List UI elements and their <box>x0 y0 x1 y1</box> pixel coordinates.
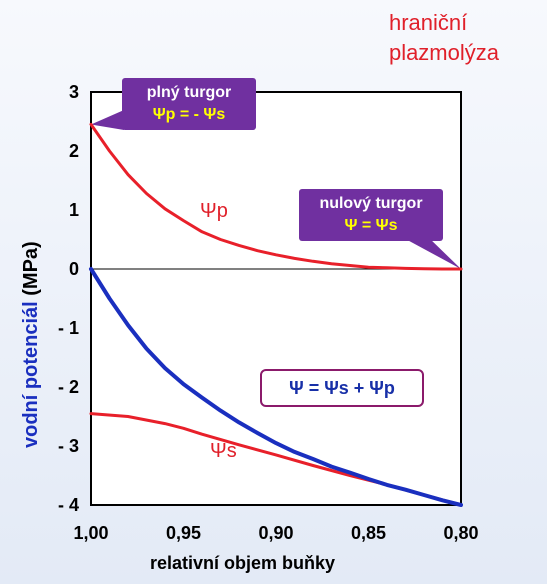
y-tick-label: 2 <box>69 141 79 161</box>
full-turgor-callout: plný turgor Ψp = - Ψs <box>122 78 256 130</box>
y-axis-label-unit: (MPa) <box>20 241 42 296</box>
y-tick-label: - 2 <box>58 377 79 397</box>
y-axis-label-main: vodní potenciál <box>20 301 42 448</box>
series-line-2 <box>89 267 463 507</box>
psi-s-series-label: Ψs <box>210 440 237 462</box>
y-axis-label: vodní potenciál (MPa) <box>20 241 43 448</box>
full-turgor-title: plný turgor <box>146 84 232 101</box>
y-tick-label: 3 <box>69 82 79 102</box>
x-tick-label: 0,90 <box>258 523 293 543</box>
zero-turgor-title: nulový turgor <box>319 195 423 212</box>
y-tick-label: - 1 <box>58 318 79 338</box>
plot-frame <box>90 91 462 506</box>
zero-turgor-formula: Ψ = Ψs <box>344 217 398 234</box>
y-tick-label: 0 <box>69 259 79 279</box>
x-axis-label: relativní objem buňky <box>150 553 336 573</box>
x-tick-label: 0,95 <box>166 523 201 543</box>
psi-p-series-label: Ψp <box>200 200 228 222</box>
y-tick-label: - 3 <box>58 436 79 456</box>
corner-label-line-1: hraniční <box>388 10 468 35</box>
boundary-plasmolysis-label: hraniční plazmolýza <box>389 8 499 68</box>
water-potential-equation: Ψ = Ψs + Ψp <box>260 369 424 407</box>
series-line-0 <box>89 122 463 271</box>
zero-turgor-pointer <box>400 236 461 269</box>
full-turgor-pointer <box>91 110 124 130</box>
y-tick-label: - 4 <box>58 495 79 515</box>
x-tick-label: 0,80 <box>443 523 478 543</box>
x-tick-label: 1,00 <box>73 523 108 543</box>
corner-label-line-2: plazmolýza <box>388 40 499 65</box>
full-turgor-formula: Ψp = - Ψs <box>152 106 226 123</box>
y-tick-label: 1 <box>69 200 79 220</box>
x-tick-label: 0,85 <box>351 523 386 543</box>
zero-turgor-callout: nulový turgor Ψ = Ψs <box>299 189 443 241</box>
